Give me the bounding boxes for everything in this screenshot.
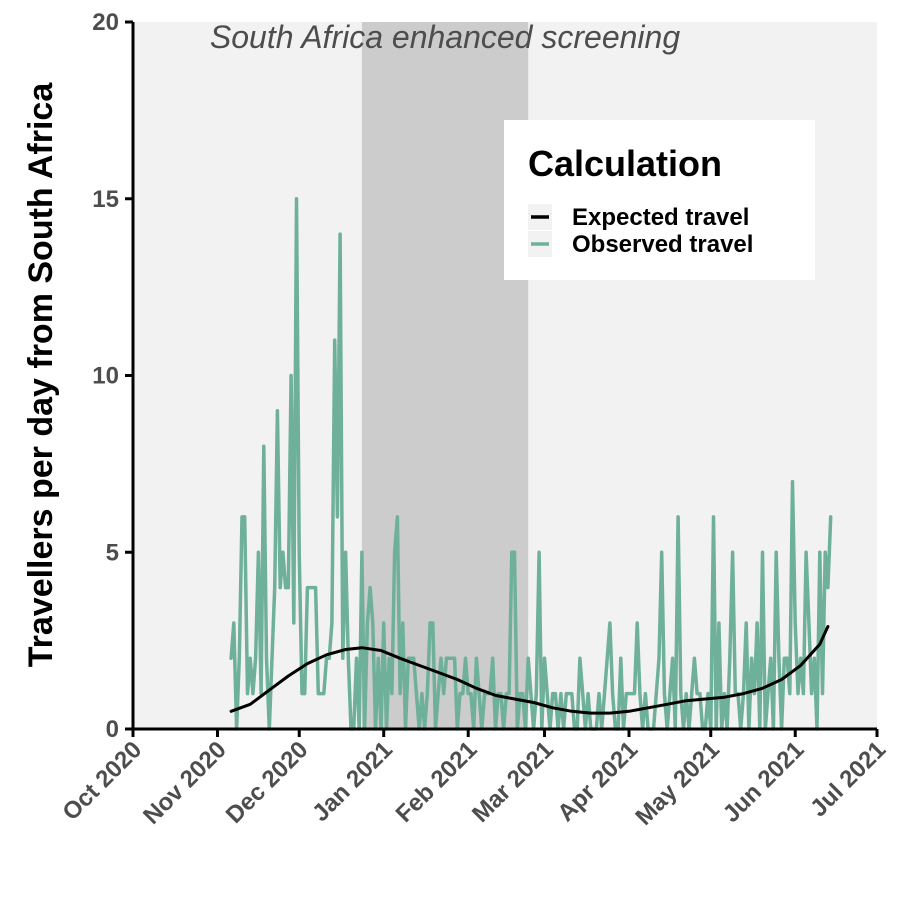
y-tick-label: 5 [106, 539, 119, 566]
y-tick-label: 15 [92, 186, 119, 213]
x-tick-label: Dec 2020 [221, 736, 314, 829]
y-tick-label: 0 [106, 716, 119, 743]
legend-box [504, 120, 815, 280]
screening-period-rect [361, 22, 529, 729]
y-tick-label: 20 [92, 9, 119, 36]
x-tick-label: Apr 2021 [552, 736, 643, 827]
x-tick-label: Jul 2021 [805, 736, 891, 822]
observed-travel-line [229, 197, 833, 731]
x-tick-label: Nov 2020 [138, 736, 232, 830]
y-axis-title: Travellers per day from South Africa [22, 82, 60, 668]
x-tick-label: Oct 2020 [57, 736, 147, 826]
legend-label-expected: Expected travel [572, 204, 749, 231]
series-lines [229, 197, 833, 731]
screening-period-band [361, 22, 529, 729]
y-tick-label: 10 [92, 363, 119, 390]
x-tick-label: May 2021 [630, 736, 725, 831]
x-tick-label: Feb 2021 [391, 736, 483, 828]
screening-period-label: South Africa enhanced screening [210, 19, 680, 55]
legend-title: Calculation [528, 143, 722, 184]
x-tick-label: Jun 2021 [718, 736, 810, 828]
expected-travel-line [229, 625, 830, 715]
y-axis-ticks: 0 5 10 15 20 [92, 9, 133, 743]
x-tick-label: Jan 2021 [307, 736, 398, 827]
legend-label-observed: Observed travel [572, 231, 753, 258]
x-tick-label: Mar 2021 [467, 736, 559, 828]
